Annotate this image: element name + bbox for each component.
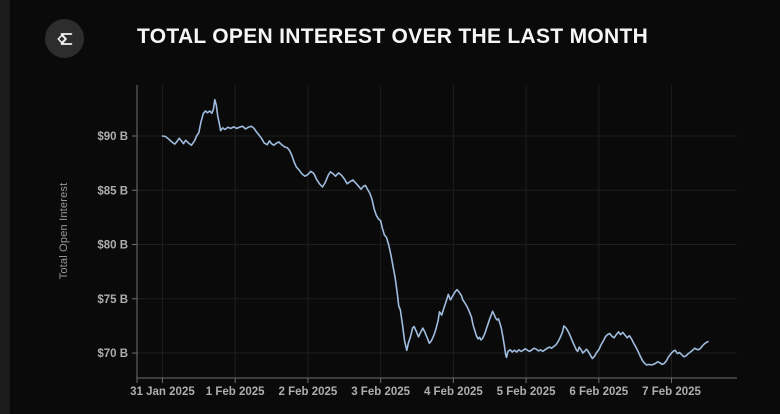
y-tick-label: $70 B [97,348,128,360]
x-tick-label: 2 Feb 2025 [278,386,337,398]
x-tick-label: 7 Feb 2025 [642,386,701,398]
y-axis-title: Total Open Interest [58,183,70,280]
sigma-diamond-icon [56,32,72,45]
x-tick-label: 4 Feb 2025 [424,386,483,398]
page-edge-strip [0,0,10,414]
brand-logo [45,19,84,58]
x-tick-label: 5 Feb 2025 [497,386,556,398]
x-tick-label: 1 Feb 2025 [206,386,265,398]
x-tick-label: 31 Jan 2025 [130,386,195,398]
y-tick-label: $85 B [97,185,128,197]
y-tick-label: $75 B [97,294,128,306]
y-tick-label: $80 B [97,240,128,252]
page-title: TOTAL OPEN INTEREST OVER THE LAST MONTH [137,25,649,48]
series-line [161,98,709,366]
y-tick-label: $90 B [97,131,128,143]
x-tick-label: 3 Feb 2025 [351,386,410,398]
x-tick-label: 6 Feb 2025 [569,386,628,398]
